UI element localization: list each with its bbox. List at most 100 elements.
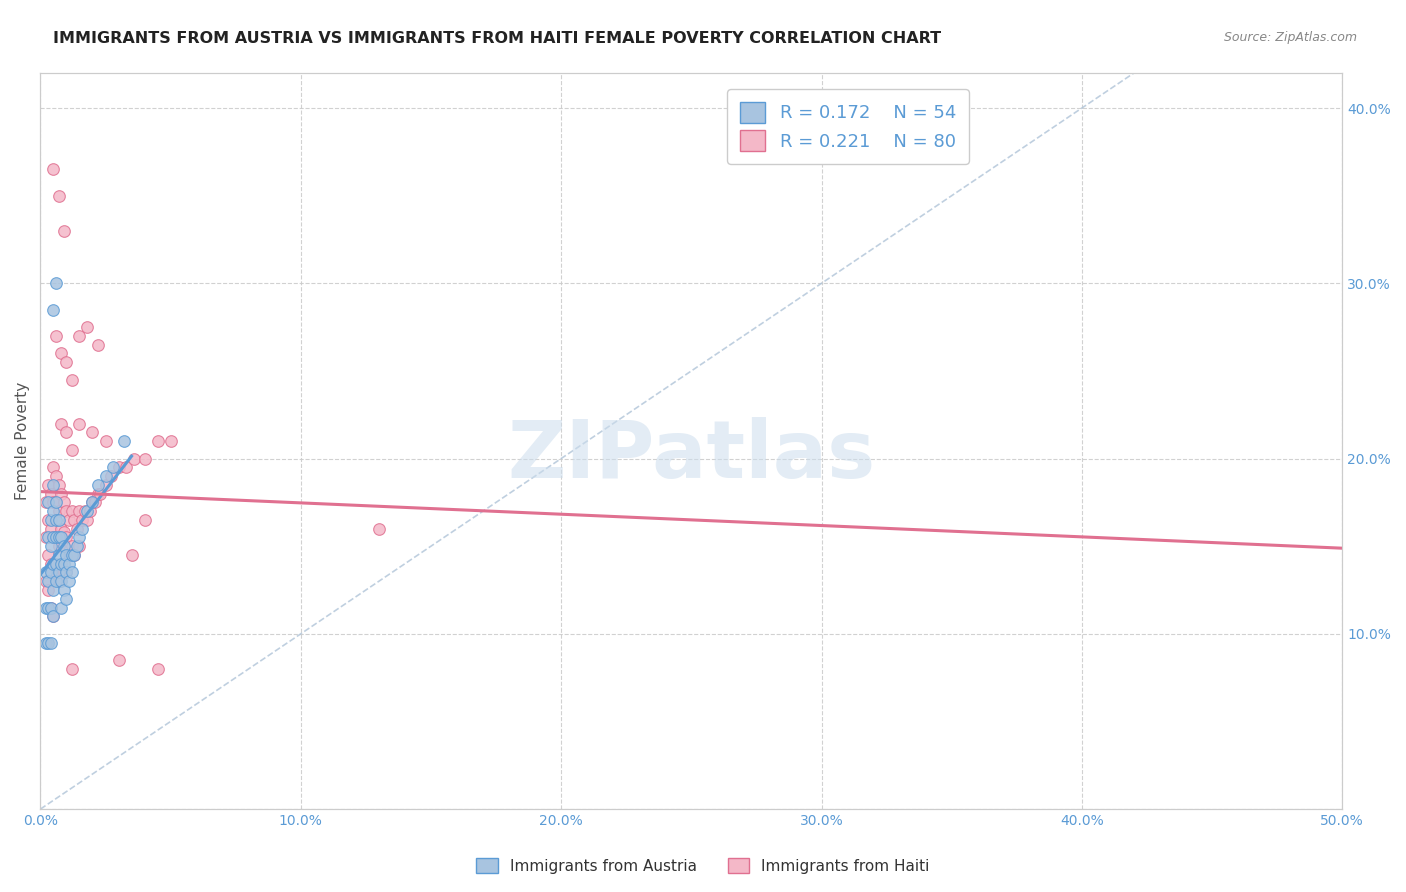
Point: [58, 548, 80, 562]
Point: [103, 460, 125, 475]
Point: [66, 522, 89, 536]
Point: [45, 574, 67, 589]
Point: [39, 486, 62, 500]
Point: [60, 504, 83, 518]
Point: [42, 530, 65, 544]
Point: [51, 600, 73, 615]
Point: [52, 582, 75, 597]
Point: [45, 277, 67, 291]
Point: [73, 504, 96, 518]
Point: [39, 539, 62, 553]
Legend: R = 0.172    N = 54, R = 0.221    N = 80: R = 0.172 N = 54, R = 0.221 N = 80: [727, 89, 969, 163]
Point: [37, 495, 59, 509]
Point: [42, 478, 65, 492]
Point: [55, 355, 77, 369]
Point: [58, 557, 80, 571]
Point: [69, 329, 91, 343]
Point: [48, 548, 70, 562]
Point: [42, 557, 65, 571]
Point: [39, 566, 62, 580]
Point: [146, 662, 169, 676]
Point: [42, 530, 65, 544]
Point: [94, 478, 117, 492]
Point: [52, 539, 75, 553]
Point: [69, 539, 91, 553]
Point: [82, 425, 104, 440]
Point: [60, 442, 83, 457]
Point: [52, 224, 75, 238]
Text: ZIPatlas: ZIPatlas: [508, 417, 876, 495]
Point: [34, 600, 56, 615]
Point: [39, 513, 62, 527]
Point: [55, 566, 77, 580]
Point: [86, 337, 108, 351]
Point: [63, 513, 86, 527]
Point: [69, 530, 91, 544]
Point: [58, 513, 80, 527]
Point: [34, 574, 56, 589]
Point: [107, 653, 129, 667]
Point: [86, 486, 108, 500]
Point: [45, 495, 67, 509]
Point: [60, 662, 83, 676]
Point: [60, 373, 83, 387]
Point: [37, 582, 59, 597]
Point: [39, 600, 62, 615]
Point: [115, 460, 138, 475]
Point: [48, 574, 70, 589]
Point: [55, 530, 77, 544]
Point: [51, 574, 73, 589]
Point: [37, 635, 59, 649]
Point: [52, 495, 75, 509]
Point: [42, 495, 65, 509]
Point: [48, 513, 70, 527]
Point: [37, 574, 59, 589]
Point: [45, 495, 67, 509]
Point: [52, 566, 75, 580]
Point: [107, 460, 129, 475]
Point: [34, 495, 56, 509]
Point: [42, 302, 65, 317]
Point: [45, 530, 67, 544]
Point: [76, 504, 98, 518]
Legend: Immigrants from Austria, Immigrants from Haiti: Immigrants from Austria, Immigrants from…: [471, 852, 935, 880]
Point: [55, 591, 77, 606]
Point: [159, 434, 181, 448]
Point: [76, 320, 98, 334]
Point: [45, 566, 67, 580]
Point: [37, 548, 59, 562]
Point: [37, 478, 59, 492]
Point: [34, 635, 56, 649]
Point: [51, 417, 73, 431]
Point: [45, 513, 67, 527]
Point: [82, 495, 104, 509]
Point: [60, 539, 83, 553]
Point: [76, 513, 98, 527]
Point: [42, 162, 65, 177]
Point: [51, 346, 73, 360]
Point: [55, 548, 77, 562]
Point: [134, 513, 156, 527]
Point: [66, 539, 89, 553]
Text: IMMIGRANTS FROM AUSTRIA VS IMMIGRANTS FROM HAITI FEMALE POVERTY CORRELATION CHAR: IMMIGRANTS FROM AUSTRIA VS IMMIGRANTS FR…: [53, 31, 942, 46]
Point: [48, 566, 70, 580]
Point: [84, 495, 107, 509]
Point: [45, 329, 67, 343]
Point: [39, 600, 62, 615]
Point: [94, 469, 117, 483]
Point: [60, 566, 83, 580]
Point: [86, 478, 108, 492]
Point: [39, 522, 62, 536]
Point: [39, 557, 62, 571]
Text: Source: ZipAtlas.com: Source: ZipAtlas.com: [1223, 31, 1357, 45]
Point: [37, 513, 59, 527]
Y-axis label: Female Poverty: Female Poverty: [15, 382, 30, 500]
Point: [70, 522, 93, 536]
Point: [367, 522, 389, 536]
Point: [42, 460, 65, 475]
Point: [63, 548, 86, 562]
Point: [42, 582, 65, 597]
Point: [51, 486, 73, 500]
Point: [70, 513, 93, 527]
Point: [45, 557, 67, 571]
